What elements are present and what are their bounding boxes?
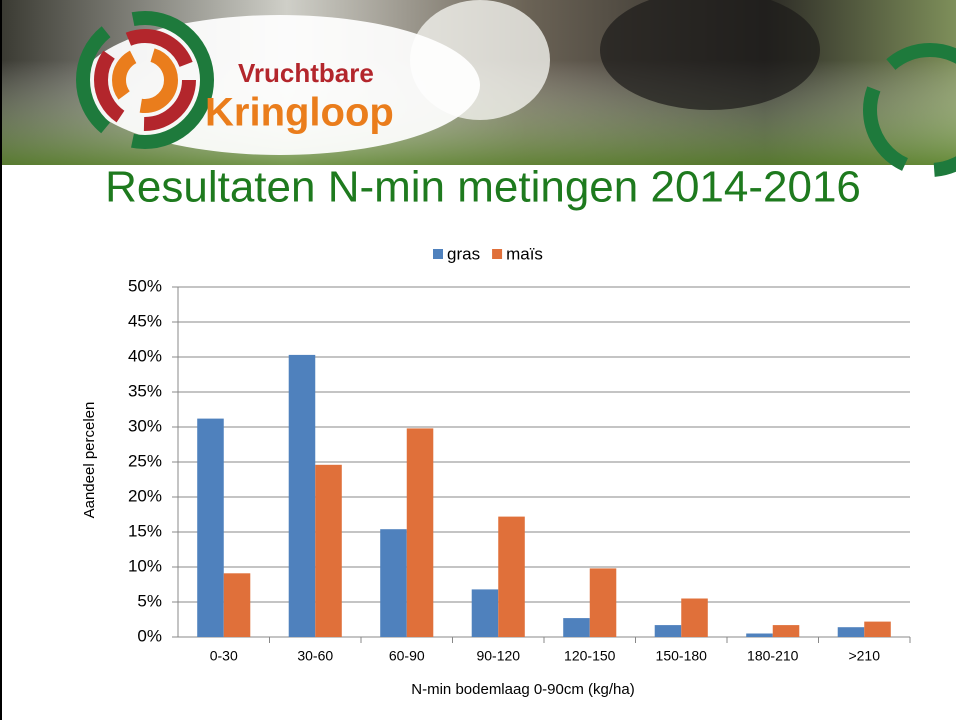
x-tick-label: 60-90 <box>389 648 425 664</box>
bar <box>289 355 316 637</box>
y-tick-label: 30% <box>128 416 162 435</box>
bar <box>864 622 891 637</box>
x-tick-label: 180-210 <box>747 648 799 664</box>
x-tick-label: 150-180 <box>656 648 708 664</box>
bar <box>681 599 708 638</box>
bar <box>224 573 251 637</box>
bar <box>773 625 800 637</box>
header-banner: Vruchtbare Kringloop <box>0 0 956 170</box>
legend-swatch <box>492 249 502 259</box>
logo-bottom: Kringloop <box>205 91 394 135</box>
bar <box>746 634 773 638</box>
y-tick-label: 5% <box>137 591 162 610</box>
x-tick-label: 30-60 <box>297 648 333 664</box>
bar <box>380 529 407 637</box>
x-axis-title: N-min bodemlaag 0-90cm (kg/ha) <box>411 681 634 698</box>
y-tick-label: 40% <box>128 346 162 365</box>
y-tick-label: 0% <box>137 626 162 645</box>
y-tick-label: 50% <box>128 276 162 295</box>
bar <box>590 568 617 637</box>
bar <box>315 465 342 637</box>
bar <box>407 428 434 637</box>
x-tick-label: 90-120 <box>476 648 520 664</box>
y-tick-label: 15% <box>128 521 162 540</box>
x-tick-label: 0-30 <box>210 648 238 664</box>
bar <box>563 618 590 637</box>
bar <box>197 419 224 637</box>
logo-top: Vruchtbare <box>238 58 374 88</box>
y-tick-label: 25% <box>128 451 162 470</box>
bar <box>838 627 865 637</box>
legend-label: gras <box>447 244 480 263</box>
bar <box>498 517 525 637</box>
legend-label: maïs <box>506 244 543 263</box>
x-tick-label: 120-150 <box>564 648 616 664</box>
y-tick-label: 10% <box>128 556 162 575</box>
bar <box>472 589 499 637</box>
x-tick-label: >210 <box>848 648 880 664</box>
y-tick-label: 45% <box>128 311 162 330</box>
y-tick-label: 35% <box>128 381 162 400</box>
y-tick-label: 20% <box>128 486 162 505</box>
chart-title: Resultaten N-min metingen 2014-2016 <box>105 163 861 212</box>
bar <box>655 625 682 637</box>
slide: Vruchtbare Kringloop Resultaten N-min me… <box>0 0 956 720</box>
y-axis-title: Aandeel percelen <box>81 402 98 519</box>
legend-swatch <box>433 249 443 259</box>
